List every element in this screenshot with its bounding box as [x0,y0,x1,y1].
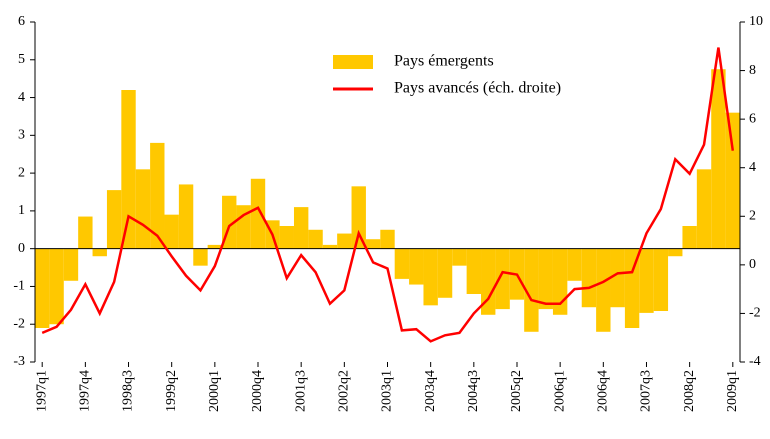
y2-tick-label: -4 [749,354,761,369]
bar [106,190,122,249]
bar [481,248,496,315]
legend: Pays émergents Pays avancés (éch. droite) [333,53,561,97]
bar [538,248,553,310]
y2-tick-label: 10 [749,14,763,29]
y-tick-label: 1 [18,203,25,218]
bar [567,248,582,281]
y2-tick-label: 2 [749,209,756,224]
x-tick-label: 2004q3 [466,370,481,412]
x-tick-label: 1998q3 [121,370,136,412]
bar [711,69,726,249]
bar [92,248,107,257]
bar [409,248,424,285]
bar [135,169,151,249]
bar [495,248,510,310]
x-tick-label: 2000q4 [250,370,265,412]
bar [78,216,93,249]
bar [581,248,597,308]
bar [236,205,251,249]
bar [437,248,453,298]
legend-label: Pays émergents [394,53,494,70]
x-tick-label: 2007q3 [639,370,654,412]
bar [452,248,467,266]
bar [610,248,625,308]
y2-tick-label: 6 [749,111,756,126]
bar [351,186,366,249]
legend-swatch [333,55,373,69]
x-tick-label: 2006q4 [596,370,611,412]
bar [178,184,194,249]
bar [423,248,438,306]
x-tick-label: 2000q1 [207,370,222,412]
y2-tick-label: -2 [749,306,761,321]
y2-tick-label: 4 [749,160,756,175]
bar [207,244,223,249]
x-tick-label: 2009q1 [725,370,740,412]
bar [293,207,309,249]
bars [35,69,740,332]
x-tick-label: 1997q4 [78,370,93,412]
x-tick-label: 2001q3 [293,370,308,412]
bar [308,229,323,249]
bar [380,229,395,249]
bar [63,248,79,281]
y-tick-label: 0 [18,241,25,256]
x-tick-label: 1997q1 [34,370,49,412]
y-tick-label: 5 [18,52,25,67]
y-tick-label: -1 [13,279,25,294]
y-tick-label: 6 [18,14,25,29]
bar [49,248,64,325]
bar [624,248,640,328]
line [41,47,735,343]
bar [250,178,266,249]
x-tick-label: 2006q1 [552,370,567,412]
y-tick-label: 3 [18,128,25,143]
bar [322,244,338,249]
bar [193,248,208,266]
y-tick-label: -3 [13,354,25,369]
bar [121,90,136,249]
y-tick-label: -2 [13,316,25,331]
bar [466,248,482,294]
bar [725,112,740,249]
bar [164,214,179,249]
legend-label: Pays avancés (éch. droite) [394,80,561,97]
bar [653,248,669,311]
x-tick-label: 2002q2 [337,370,352,412]
y2-tick-label: 8 [749,63,756,78]
bar [696,169,712,249]
y2-tick-label: 0 [749,257,756,272]
x-tick-label: 1999q2 [164,370,179,412]
bar [394,248,410,279]
y-tick-label: 2 [18,165,25,180]
x-tick-label: 2005q2 [509,370,524,412]
bar [524,248,539,332]
bar [682,226,697,249]
bar [596,248,611,332]
x-tick-label: 2003q1 [380,370,395,412]
x-tick-label: 2003q4 [423,370,438,412]
bar [279,226,294,249]
bar [668,248,683,257]
bar [552,248,568,315]
bar [365,239,381,249]
bar [150,142,165,249]
x-tick-label: 2008q2 [682,370,697,412]
y-tick-label: 4 [18,90,25,105]
bar [35,248,50,328]
bar [639,248,654,313]
bar [337,233,352,249]
